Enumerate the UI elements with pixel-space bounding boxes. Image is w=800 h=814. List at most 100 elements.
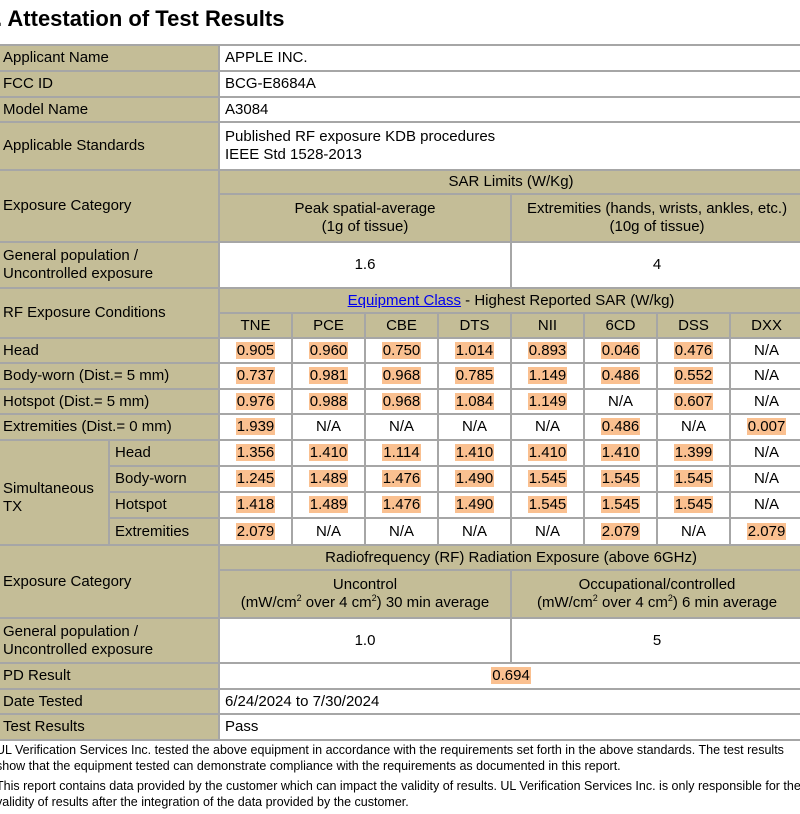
sar-value: N/A — [754, 341, 780, 359]
column-header-cbe: CBE — [364, 312, 440, 339]
sar-value: N/A — [316, 418, 342, 435]
sar-cell: N/A — [729, 337, 800, 364]
sar-value: 0.486 — [600, 418, 641, 435]
rf-limit-occupational: 5 — [510, 617, 800, 664]
label-line: Uncontrolled exposure — [3, 265, 154, 282]
sar-value: N/A — [608, 392, 634, 410]
sar-cell: N/A — [656, 517, 732, 546]
result-label: Test Results — [0, 713, 221, 741]
condition-label: Body-worn (Dist.= 5 mm) — [0, 362, 221, 390]
sar-cell: N/A — [291, 413, 367, 441]
sar-cell: N/A — [729, 388, 800, 415]
sar-value: 0.960 — [308, 341, 349, 359]
condition-label: Head — [0, 337, 221, 364]
t: over 4 cm — [301, 594, 372, 611]
sar-value: 1.410 — [527, 444, 568, 461]
sar-value: 1.545 — [600, 470, 641, 487]
sar-cell: 2.079 — [583, 517, 659, 546]
t: (mW/cm — [240, 594, 297, 611]
attestation-table: Applicant Name APPLE INC. FCC ID BCG-E8684… — [0, 44, 800, 741]
sim-condition-label: Body-worn — [107, 465, 221, 493]
sar-cell: 0.607 — [656, 388, 732, 415]
sar-value: 1.356 — [235, 444, 276, 461]
sim-tx-row: Simultaneous TX Head 1.356 1.410 1.114 1.410 1.… — [0, 439, 800, 546]
sar-cell: N/A — [291, 517, 367, 546]
sar-cell: 1.149 — [510, 362, 586, 390]
sar-cell: 1.545 — [583, 465, 659, 493]
header-line: Peak spatial-average — [294, 200, 436, 217]
sar-limits-header: SAR Limits (W/Kg) — [218, 169, 800, 195]
sar-cell: 1.545 — [510, 465, 586, 493]
sar-value: 0.968 — [381, 392, 422, 410]
sar-value: 1.490 — [454, 496, 495, 513]
header-text: - Highest Reported SAR (W/kg) — [461, 291, 675, 309]
sar-cell: 1.489 — [291, 491, 367, 519]
sim-tx-row: Hotspot 1.418 1.489 1.476 1.490 1.545 1.545 1.5… — [0, 491, 800, 519]
sar-cell: 1.399 — [656, 439, 732, 467]
sar-cell: 1.476 — [364, 465, 440, 493]
sar-value: 1.476 — [381, 496, 422, 513]
sar-value: 1.114 — [382, 444, 421, 461]
sar-cell: 0.750 — [364, 337, 440, 364]
standards-row: Applicable Standards Published RF exposur… — [0, 121, 800, 171]
sar-cell: 1.490 — [437, 465, 513, 493]
sar-value: 1.939 — [235, 418, 276, 435]
pd-value-cell: 0.694 — [218, 662, 800, 690]
sar-cell: 1.084 — [437, 388, 513, 415]
sar-cell: N/A — [729, 362, 800, 390]
gen-pop-label: General population / Uncontrolled exposur… — [0, 241, 221, 289]
t: 2 — [296, 593, 302, 603]
sar-cell: 0.007 — [729, 413, 800, 441]
pd-label: PD Result — [0, 662, 221, 690]
rf-exposure-category-label: Exposure Category — [0, 544, 221, 619]
t: 2 — [667, 593, 673, 603]
sar-value: 0.607 — [673, 392, 714, 410]
sar-cell: 0.552 — [656, 362, 732, 390]
sar-value: N/A — [681, 522, 707, 540]
header-line: (mW/cm2 over 4 cm2) 30 min average — [221, 593, 509, 612]
sar-value: 0.737 — [235, 367, 276, 384]
sar-cell: 0.905 — [218, 337, 294, 364]
sar-cell: 0.988 — [291, 388, 367, 415]
sar-row: Body-worn (Dist.= 5 mm) 0.737 0.981 0.968 0.… — [0, 362, 800, 390]
sar-cell: 1.939 — [218, 413, 294, 441]
sar-value: N/A — [462, 522, 488, 540]
fcc-row: FCC ID BCG-E8684A — [0, 70, 800, 98]
sar-limit-1g: 1.6 — [218, 241, 513, 289]
sar-value: 1.410 — [454, 444, 495, 461]
sar-value: 1.014 — [454, 341, 495, 359]
sar-value: 0.905 — [235, 341, 276, 359]
sar-cell: 1.489 — [291, 465, 367, 493]
sar-cell: 1.410 — [583, 439, 659, 467]
sar-cell: 0.476 — [656, 337, 732, 364]
sim-condition-label: Head — [107, 439, 221, 467]
notes: UL Verification Services Inc. tested the… — [0, 742, 800, 814]
sar-value: 1.545 — [673, 470, 714, 487]
sar-value: 1.489 — [308, 496, 349, 513]
model-value: A3084 — [218, 96, 800, 123]
sar-cell: 1.545 — [656, 465, 732, 493]
sim-condition-label: Hotspot — [107, 491, 221, 519]
sar-value: 2.079 — [600, 522, 641, 540]
sar-cell: N/A — [510, 517, 586, 546]
sar-cell: N/A — [729, 491, 800, 519]
sar-cell: 0.486 — [583, 362, 659, 390]
sar-row: Extremities (Dist.= 0 mm) 1.939 N/A N/A N/A N… — [0, 413, 800, 441]
applicant-value: APPLE INC. — [218, 44, 800, 72]
sar-cell: 1.114 — [364, 439, 440, 467]
t: over 4 cm — [597, 594, 668, 611]
sar-cell: 1.490 — [437, 491, 513, 519]
sar-value: N/A — [754, 392, 780, 410]
column-header-tne: TNE — [218, 312, 294, 339]
sar-value: 1.476 — [381, 470, 422, 487]
sar-value: 0.988 — [308, 392, 349, 410]
sar-cell: N/A — [437, 413, 513, 441]
equipment-class-link[interactable]: Equipment Class — [347, 291, 462, 309]
sar-cell: 1.014 — [437, 337, 513, 364]
sar-cell: 1.410 — [437, 439, 513, 467]
standards-value: Published RF exposure KDB procedures IEEE… — [218, 121, 800, 171]
sar-value: N/A — [389, 418, 415, 435]
sar-cell: N/A — [510, 413, 586, 441]
model-row: Model Name A3084 — [0, 96, 800, 123]
column-header-dxx: DXX — [729, 312, 800, 339]
